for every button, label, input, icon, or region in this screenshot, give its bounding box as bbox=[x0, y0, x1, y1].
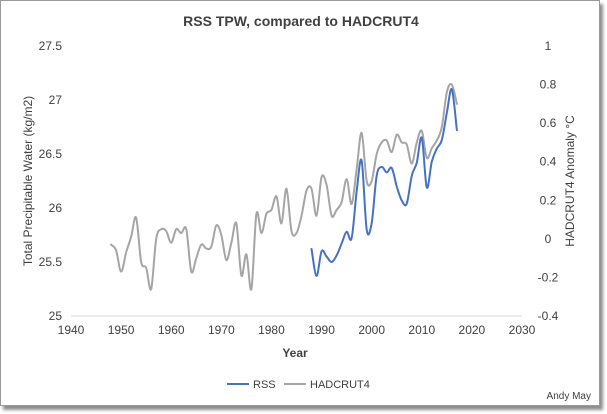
x-tick-label: 2000 bbox=[358, 323, 385, 337]
x-tick-label: 1940 bbox=[58, 323, 85, 337]
chart-frame: RSS TPW, compared to HADCRUT4 1940 1950 19… bbox=[0, 0, 600, 406]
series-line-hadcrut4 bbox=[110, 82, 458, 291]
series-lines bbox=[110, 82, 458, 291]
y-right-tick-label: 1 bbox=[545, 39, 552, 53]
series-line-rss bbox=[310, 88, 458, 278]
legend-label-rss: RSS bbox=[253, 379, 276, 391]
y-right-tick-label: 0 bbox=[545, 232, 552, 246]
y-right-tick-labels: -0.4 -0.2 0 0.2 0.4 0.6 0.8 1 bbox=[538, 39, 559, 323]
x-tick-label: 1960 bbox=[158, 323, 185, 337]
y-right-tick-label: 0.4 bbox=[540, 155, 557, 169]
chart-title: RSS TPW, compared to HADCRUT4 bbox=[183, 13, 419, 29]
x-tick-label: 1970 bbox=[208, 323, 235, 337]
y-left-tick-label: 26 bbox=[49, 201, 63, 215]
y-right-tick-label: 0.8 bbox=[540, 78, 557, 92]
y-left-tick-label: 27.5 bbox=[39, 39, 63, 53]
y-left-tick-label: 27 bbox=[49, 93, 63, 107]
y-right-axis-label: HADCRUT4 Anomaly °C bbox=[563, 115, 577, 247]
chart-svg: RSS TPW, compared to HADCRUT4 1940 1950 19… bbox=[21, 13, 591, 402]
x-tick-label: 1980 bbox=[258, 323, 285, 337]
y-left-tick-label: 25 bbox=[49, 309, 63, 323]
y-left-tick-label: 26.5 bbox=[39, 147, 63, 161]
x-tick-label: 2020 bbox=[459, 323, 486, 337]
legend: RSS HADCRUT4 bbox=[227, 379, 370, 391]
x-tick-label: 1990 bbox=[308, 323, 335, 337]
x-tick-label: 2030 bbox=[509, 323, 536, 337]
author-credit: Andy May bbox=[547, 391, 591, 402]
legend-label-hadcrut4: HADCRUT4 bbox=[310, 379, 370, 391]
y-left-axis-label: Total Precipitable Water (kg/m2) bbox=[21, 96, 35, 266]
y-left-tick-labels: 25 25.5 26 26.5 27 27.5 bbox=[39, 39, 63, 323]
x-tick-labels: 1940 1950 1960 1970 1980 1990 2000 2010 2020 2030 bbox=[58, 323, 536, 337]
y-right-tick-label: 0.6 bbox=[540, 116, 557, 130]
x-tick-label: 2010 bbox=[408, 323, 435, 337]
x-tick-label: 1950 bbox=[108, 323, 135, 337]
y-left-tick-label: 25.5 bbox=[39, 255, 63, 269]
y-right-tick-label: -0.2 bbox=[538, 270, 559, 284]
y-right-tick-label: 0.2 bbox=[540, 193, 557, 207]
y-right-tick-label: -0.4 bbox=[538, 309, 559, 323]
x-axis-label: Year bbox=[282, 346, 308, 360]
